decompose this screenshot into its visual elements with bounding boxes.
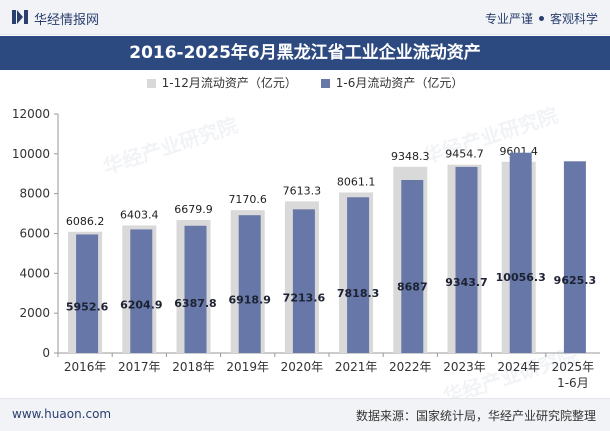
x-tick-label: 2024年 [497, 360, 540, 374]
x-tick-label: 2018年 [172, 360, 215, 374]
legend-swatch-half-year [320, 79, 330, 88]
data-label-half-year: 6918.9 [228, 293, 270, 306]
data-label-half-year: 9625.3 [554, 274, 596, 287]
footer-url: www.huaon.com [12, 407, 112, 421]
x-tick-label: 2025年 [552, 360, 595, 374]
legend-item-annual: 1-12月流动资产（亿元） [146, 74, 297, 91]
data-label-annual: 6679.9 [174, 203, 213, 216]
x-tick-label: 2023年 [443, 360, 486, 374]
separator-dot-icon [538, 16, 544, 21]
bar-half-year [292, 209, 315, 353]
brand-tag-1: 专业严谨 [484, 12, 533, 26]
y-tick-label: 8000 [19, 187, 50, 201]
brand-tag-2: 客观科学 [549, 12, 598, 26]
data-label-annual: 8061.1 [337, 175, 376, 188]
footer: www.huaon.com 数据来源：国家统计局，华经产业研究院整理 [0, 398, 610, 431]
x-tick-label: 2016年 [64, 360, 107, 374]
legend-label-annual: 1-12月流动资产（亿元） [161, 76, 297, 90]
data-label-annual: 6086.2 [66, 215, 105, 228]
bar-half-year [184, 225, 207, 353]
data-label-half-year: 7818.3 [337, 287, 379, 300]
legend-swatch-annual [146, 79, 156, 88]
bar-half-year [347, 197, 370, 353]
y-tick-label: 0 [42, 346, 50, 360]
y-tick-label: 4000 [19, 266, 50, 280]
x-tick-label: 2019年 [226, 360, 269, 374]
legend-item-half-year: 1-6月流动资产（亿元） [320, 74, 464, 91]
bar-half-year [130, 229, 153, 353]
x-tick-label: 2022年 [389, 360, 432, 374]
data-label-annual: 9454.7 [445, 148, 484, 161]
data-label-half-year: 5952.6 [66, 300, 109, 313]
data-label-annual: 6403.4 [120, 208, 159, 221]
data-label-annual: 7170.6 [228, 193, 267, 206]
x-tick-label: 2020年 [281, 360, 324, 374]
legend-label-half-year: 1-6月流动资产（亿元） [335, 76, 464, 90]
brand-header: 华经情报网 专业严谨 客观科学 [0, 0, 610, 35]
bar-half-year [238, 215, 261, 353]
x-tick-sublabel: 1-6月 [557, 376, 589, 390]
brand-tags: 专业严谨 客观科学 [485, 10, 598, 27]
footer-source: 数据来源：国家统计局，华经产业研究院整理 [355, 409, 596, 423]
bar-half-year [455, 166, 478, 353]
data-label-half-year: 8687 [397, 281, 428, 294]
bar-half-year [563, 161, 586, 353]
chart-title: 2016-2025年6月黑龙江省工业企业流动资产 [0, 36, 610, 70]
x-tick-label: 2021年 [335, 360, 378, 374]
brand-name: 华经情报网 [34, 13, 100, 28]
y-tick-label: 10000 [12, 147, 50, 161]
data-label-annual: 7613.3 [283, 184, 322, 197]
bar-chart: 0 2000 4000 6000 8000 10000 12000 6086.2 5952.6 2… [12, 107, 600, 390]
bar-half-year [401, 179, 424, 353]
x-tick-label: 2017年 [118, 360, 161, 374]
data-label-half-year: 6204.9 [120, 299, 162, 312]
bar-half-year [76, 234, 99, 353]
data-label-half-year: 6387.8 [174, 297, 216, 310]
chart-legend: 1-12月流动资产（亿元） 1-6月流动资产（亿元） [0, 74, 610, 96]
brand-logo-icon [12, 10, 28, 24]
data-label-annual: 9348.3 [391, 150, 430, 163]
data-label-half-year: 7213.6 [283, 291, 326, 304]
data-label-half-year: 10056.3 [496, 271, 546, 284]
y-tick-label: 12000 [12, 107, 50, 121]
y-tick-label: 6000 [19, 227, 50, 241]
y-tick-label: 2000 [19, 306, 50, 320]
bar-half-year [509, 152, 532, 353]
data-label-half-year: 9343.7 [445, 276, 487, 289]
